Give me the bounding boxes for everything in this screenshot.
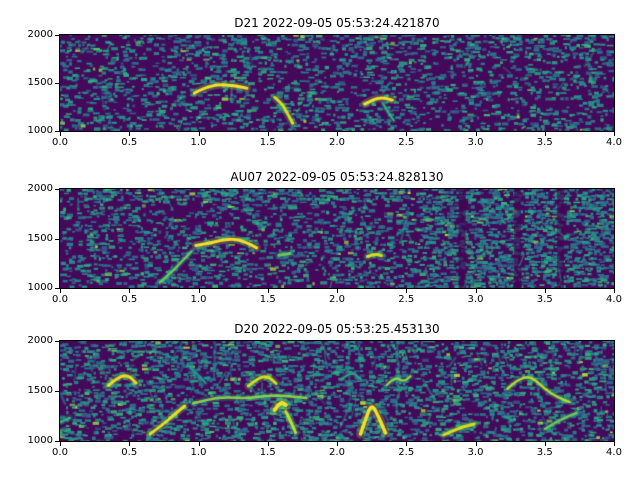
x-tick-mark (337, 442, 338, 446)
x-tick-label: 1.0 (190, 447, 207, 458)
x-tick-label: 4.0 (606, 137, 622, 148)
x-tick-label: 3.5 (536, 137, 553, 148)
spectrogram-image (59, 340, 615, 442)
x-tick-label: 2.5 (398, 447, 415, 458)
x-tick-mark (198, 132, 200, 136)
x-tick-label: 0.5 (121, 447, 138, 458)
x-tick-label: 3.0 (467, 294, 484, 305)
x-tick-mark (614, 132, 615, 136)
x-tick-mark (267, 132, 269, 136)
x-tick-label: 0.0 (52, 137, 68, 148)
subplot-d20: D20 2022-09-05 05:53:25.453130 1000 1500 2… (28, 322, 622, 458)
x-tick-label: 3.5 (536, 294, 553, 305)
x-tick-mark (198, 289, 200, 293)
subplot-title: AU07 2022-09-05 05:53:24.828130 (230, 170, 444, 184)
x-tick-mark (60, 132, 61, 136)
x-tick-label: 1.0 (190, 294, 207, 305)
x-tick-label: 1.0 (190, 137, 207, 148)
x-tick-label: 0.5 (121, 294, 138, 305)
y-tick-label: 1000 (27, 282, 53, 293)
x-tick-mark (614, 289, 615, 293)
x-tick-label: 2.0 (329, 294, 345, 305)
x-tick-mark (337, 289, 338, 293)
spectrogram-image (59, 188, 615, 289)
x-tick-label: 2.5 (398, 294, 415, 305)
y-tick-label: 1000 (27, 435, 53, 446)
x-tick-mark (129, 132, 131, 136)
x-tick-mark (198, 442, 200, 446)
x-tick-label: 1.5 (259, 294, 276, 305)
y-tick-mark (55, 189, 59, 190)
y-tick-mark (55, 83, 59, 84)
y-tick-mark (55, 131, 59, 132)
x-tick-mark (129, 442, 131, 446)
spectrogram-image (59, 34, 615, 132)
x-tick-label: 2.5 (398, 137, 415, 148)
x-tick-mark (544, 132, 546, 136)
y-tick-label: 2000 (27, 335, 53, 346)
y-tick-label: 1500 (27, 232, 53, 244)
x-tick-label: 0.0 (52, 447, 68, 458)
x-tick-label: 4.0 (606, 447, 622, 458)
y-tick-label: 2000 (27, 29, 53, 40)
x-tick-mark (60, 289, 61, 293)
x-tick-label: 0.5 (121, 137, 138, 148)
x-tick-label: 2.0 (329, 137, 345, 148)
y-tick-label: 1000 (27, 125, 53, 136)
y-tick-mark (55, 391, 59, 392)
x-tick-mark (267, 442, 269, 446)
x-tick-label: 2.0 (329, 447, 345, 458)
x-tick-mark (406, 442, 408, 446)
y-tick-mark (55, 238, 59, 240)
x-tick-mark (475, 132, 477, 136)
y-tick-label: 1500 (27, 77, 53, 88)
x-tick-mark (475, 289, 477, 293)
y-tick-label: 1500 (27, 385, 53, 396)
subplot-title: D21 2022-09-05 05:53:24.421870 (234, 16, 440, 30)
x-tick-mark (129, 289, 131, 293)
y-tick-mark (55, 441, 59, 442)
x-tick-mark (614, 442, 615, 446)
y-tick-label: 2000 (27, 183, 53, 194)
x-tick-mark (60, 442, 61, 446)
subplot-au07: AU07 2022-09-05 05:53:24.828130 1000 1500… (28, 170, 622, 305)
x-tick-mark (544, 289, 546, 293)
x-tick-label: 0.0 (52, 294, 68, 305)
x-tick-mark (267, 289, 269, 293)
x-tick-mark (337, 132, 338, 136)
subplot-title: D20 2022-09-05 05:53:25.453130 (234, 322, 440, 336)
subplot-d21: D21 2022-09-05 05:53:24.421870 1000 1500 2… (28, 16, 622, 148)
x-tick-mark (406, 289, 408, 293)
x-tick-label: 3.5 (536, 447, 553, 458)
x-tick-label: 3.0 (467, 447, 484, 458)
x-tick-label: 1.5 (259, 137, 276, 148)
x-tick-label: 1.5 (259, 447, 276, 458)
y-tick-mark (55, 35, 59, 36)
y-tick-mark (55, 341, 59, 342)
x-tick-label: 4.0 (606, 294, 622, 305)
y-tick-mark (55, 288, 59, 289)
x-tick-mark (406, 132, 408, 136)
x-tick-mark (475, 442, 477, 446)
x-tick-mark (544, 442, 546, 446)
x-tick-label: 3.0 (467, 137, 484, 148)
